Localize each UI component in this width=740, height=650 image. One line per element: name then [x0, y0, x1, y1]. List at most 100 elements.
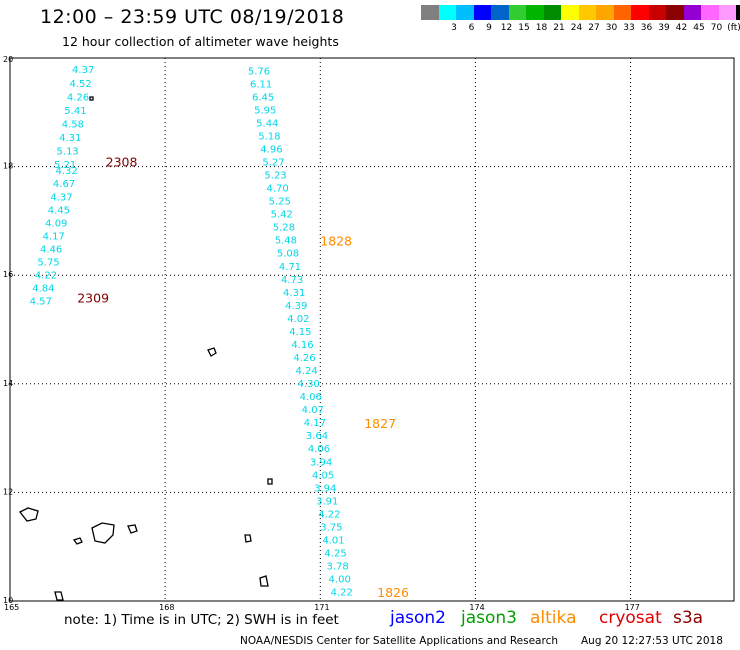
scale-swatch	[613, 5, 631, 20]
y-tick-label: 10	[3, 596, 13, 605]
wave-height-label: 4.67	[53, 179, 75, 190]
wave-height-label: 4.22	[35, 270, 57, 281]
wave-height-label: 4.05	[312, 470, 334, 481]
wave-height-label: 4.26	[293, 353, 315, 364]
wave-height-label: 4.73	[281, 275, 303, 286]
scale-label: 24	[570, 23, 583, 33]
island-outline	[72, 537, 83, 545]
scale-swatch	[526, 5, 544, 20]
wave-height-label: 5.25	[269, 197, 291, 208]
island-outline	[207, 347, 217, 357]
wave-height-label: 4.09	[45, 218, 67, 229]
wave-height-label: 4.39	[285, 301, 307, 312]
scale-label: 18	[535, 23, 548, 33]
scale-label: 15	[518, 23, 530, 33]
scale-swatch	[508, 5, 526, 20]
island-outline	[54, 591, 64, 601]
scale-swatch	[491, 5, 509, 20]
scale-swatch	[421, 5, 439, 20]
generated-timestamp: Aug 20 12:27:53 UTC 2018	[581, 635, 723, 647]
wave-height-label: 5.41	[64, 106, 86, 117]
scale-label: 36	[640, 23, 653, 33]
chart-title: 12:00 – 23:59 UTC 08/19/2018	[40, 6, 345, 28]
legend-cryosat: cryosat	[599, 608, 662, 628]
track-time-label: 2309	[77, 290, 109, 305]
x-tick-label: 177	[625, 603, 640, 612]
scale-swatch	[473, 5, 491, 20]
track-time-label: 2308	[106, 155, 138, 170]
wave-height-label: 4.84	[32, 283, 54, 294]
track-time-label: 1828	[320, 233, 352, 248]
x-tick-label: 174	[469, 603, 484, 612]
scale-swatch	[736, 5, 740, 20]
wave-height-label: 5.23	[264, 171, 286, 182]
island-outline	[244, 534, 252, 543]
wave-height-label: 4.57	[30, 297, 52, 308]
wave-height-label: 4.01	[322, 535, 344, 546]
wave-height-label: 6.11	[250, 79, 272, 90]
wave-height-label: 3.75	[320, 522, 342, 533]
y-tick-label: 20	[3, 55, 13, 64]
wave-height-label: 5.76	[248, 66, 270, 77]
scale-label: 42	[675, 23, 688, 33]
scale-label: 21	[553, 23, 565, 33]
scale-swatch	[543, 5, 561, 20]
wave-height-label: 4.46	[40, 244, 62, 255]
scale-label: 70	[710, 23, 723, 33]
island-outline	[127, 524, 138, 534]
wave-height-label: 5.08	[277, 249, 299, 260]
scale-label: 27	[588, 23, 600, 33]
legend-jason2: jason2	[390, 608, 446, 628]
wave-height-label: 4.52	[69, 79, 91, 90]
wave-height-label: 3.94	[310, 457, 332, 468]
scale-label: 30	[605, 23, 618, 33]
wave-height-label: 5.21	[54, 160, 76, 171]
scale-swatch	[718, 5, 736, 20]
wave-height-label: 5.18	[258, 131, 280, 142]
scale-label: 3	[451, 23, 457, 33]
credit-line: NOAA/NESDIS Center for Satellite Applica…	[240, 635, 558, 647]
legend-altika: altika	[530, 608, 577, 628]
y-tick-label: 16	[3, 270, 13, 279]
wave-height-label: 4.32	[56, 166, 78, 177]
y-tick-label: 18	[3, 162, 13, 171]
wave-height-label: 4.70	[267, 184, 289, 195]
scale-swatch	[596, 5, 614, 20]
wave-height-label: 4.37	[50, 192, 72, 203]
wave-height-label: 4.31	[283, 288, 305, 299]
wave-height-label: 5.95	[254, 105, 276, 116]
island-outline	[19, 507, 39, 522]
scale-label: 45	[693, 23, 705, 33]
wave-height-label: 4.02	[287, 314, 309, 325]
plot-frame	[9, 57, 735, 602]
wave-height-label: 3.91	[316, 496, 338, 507]
wave-height-label: 4.06	[308, 444, 330, 455]
scale-swatch	[666, 5, 684, 20]
scale-label: 12	[500, 23, 513, 33]
wave-height-label: 4.37	[72, 65, 94, 76]
scale-swatch	[631, 5, 649, 20]
scale-swatch	[683, 5, 701, 20]
scale-swatch	[578, 5, 596, 20]
island-outline	[91, 522, 115, 544]
wave-height-label: 4.45	[48, 205, 70, 216]
scale-label: 39	[658, 23, 670, 33]
wave-height-label: 4.22	[318, 509, 340, 520]
scale-label: (ft)	[727, 23, 740, 33]
scale-swatch	[456, 5, 474, 20]
wave-height-label: 5.42	[271, 210, 293, 221]
wave-height-label: 4.30	[298, 379, 320, 390]
wave-height-label: 4.31	[59, 133, 81, 144]
footer-note: note: 1) Time is in UTC; 2) SWH is in fe…	[64, 612, 339, 628]
x-tick-label: 171	[314, 603, 329, 612]
wave-height-label: 4.07	[302, 405, 324, 416]
island-outline	[89, 96, 94, 101]
wave-height-label: 4.58	[62, 120, 84, 131]
track-time-label: 1827	[364, 416, 396, 431]
y-tick-label: 14	[3, 379, 13, 388]
wave-height-label: 4.71	[279, 262, 301, 273]
wave-height-label: 3.78	[326, 562, 348, 573]
wave-height-label: 4.24	[295, 366, 317, 377]
wave-height-label: 5.75	[37, 257, 59, 268]
